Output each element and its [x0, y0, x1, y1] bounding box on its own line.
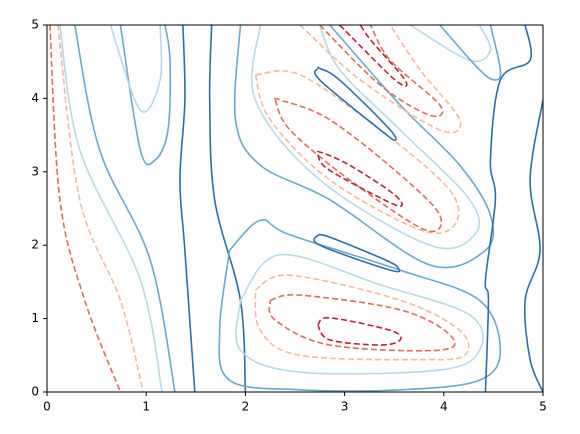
x-tick-label: 4: [440, 400, 448, 414]
contour-line: [319, 25, 444, 118]
x-tick-label: 2: [242, 400, 250, 414]
contour-line: [317, 317, 402, 346]
contour-line: [109, 25, 163, 113]
x-tick-label: 1: [142, 400, 150, 414]
x-tick-label: 5: [539, 400, 547, 414]
contour-line: [57, 25, 145, 392]
x-tick-label: 0: [43, 400, 51, 414]
contour-line: [273, 97, 443, 233]
y-tick-label: 1: [31, 311, 39, 325]
y-tick-label: 0: [31, 385, 39, 399]
contour-line: [268, 294, 456, 352]
contour-line: [299, 25, 462, 134]
y-tick-label: 3: [31, 164, 39, 178]
y-tick-label: 4: [31, 91, 39, 105]
x-tick-label: 3: [341, 400, 349, 414]
contour-line: [409, 25, 492, 63]
contour-line: [439, 25, 502, 81]
contour-line: [523, 99, 543, 392]
contour-line: [218, 219, 502, 392]
contour-line: [313, 233, 401, 273]
plot-frame: [46, 24, 544, 393]
contour-line: [316, 150, 403, 207]
contour-lines: [49, 25, 543, 392]
contour-line: [235, 253, 484, 375]
contour-line: [484, 25, 532, 392]
contour-line: [339, 25, 408, 87]
contour-line: [254, 70, 460, 234]
contour-line: [119, 25, 172, 166]
contour-line: [49, 25, 122, 392]
contour-line: [73, 25, 176, 392]
contour-line: [313, 66, 397, 142]
y-tick-label: 2: [31, 238, 39, 252]
y-tick-label: 5: [31, 18, 39, 32]
contour-line: [254, 274, 470, 361]
contour-line: [208, 25, 247, 392]
contour-line: [179, 25, 196, 392]
contour-line: [59, 25, 163, 392]
contour-line: [251, 25, 481, 250]
contour-line: [233, 25, 495, 269]
